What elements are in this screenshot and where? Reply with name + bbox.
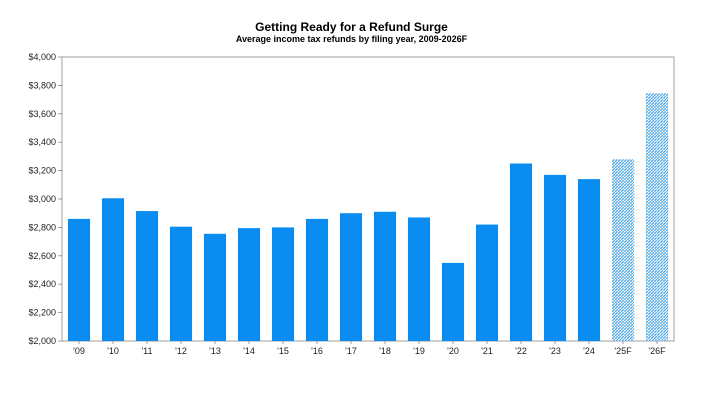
- bar: [203, 233, 227, 341]
- y-tick-label: $3,800: [28, 80, 56, 90]
- x-tick-label: '18: [379, 346, 391, 356]
- x-tick-label: '24: [583, 346, 595, 356]
- x-tick-label: '10: [107, 346, 119, 356]
- bar: [237, 228, 261, 341]
- x-tick-label: '09: [73, 346, 85, 356]
- x-tick-label: '12: [175, 346, 187, 356]
- x-tick-label: '14: [243, 346, 255, 356]
- bar: [305, 218, 329, 341]
- y-tick-label: $3,000: [28, 194, 56, 204]
- bar: [339, 213, 363, 341]
- x-tick-label: '17: [345, 346, 357, 356]
- y-tick-label: $3,600: [28, 109, 56, 119]
- x-tick-label: '20: [447, 346, 459, 356]
- y-tick-label: $2,200: [28, 308, 56, 318]
- bar: [577, 179, 601, 341]
- bar: [271, 227, 295, 341]
- x-tick-label: '15: [277, 346, 289, 356]
- y-tick-label: $3,400: [28, 137, 56, 147]
- x-tick-label: '25F: [614, 346, 632, 356]
- y-tick-label: $3,200: [28, 166, 56, 176]
- bar: [135, 211, 159, 341]
- y-tick-label: $4,000: [28, 52, 56, 62]
- bar: [67, 218, 91, 341]
- x-tick-label: '21: [481, 346, 493, 356]
- y-tick-label: $2,600: [28, 251, 56, 261]
- bar: [509, 163, 533, 341]
- x-tick-label: '16: [311, 346, 323, 356]
- chart-subtitle: Average income tax refunds by filing yea…: [235, 34, 468, 44]
- y-tick-label: $2,400: [28, 279, 56, 289]
- y-tick-label: $2,800: [28, 222, 56, 232]
- bar: [407, 217, 431, 341]
- bar: [101, 198, 125, 341]
- bar: [611, 159, 635, 341]
- bar: [543, 174, 567, 341]
- x-tick-label: '22: [515, 346, 527, 356]
- y-tick-label: $2,000: [28, 336, 56, 346]
- x-tick-label: '11: [141, 346, 152, 356]
- bar: [645, 93, 669, 342]
- bar: [169, 226, 193, 341]
- bar: [475, 224, 499, 341]
- x-tick-label: '19: [413, 346, 425, 356]
- x-tick-label: '13: [209, 346, 221, 356]
- bar: [373, 211, 397, 341]
- x-tick-label: '23: [549, 346, 561, 356]
- chart-title: Getting Ready for a Refund Surge: [255, 20, 448, 34]
- bar: [441, 262, 465, 341]
- x-tick-label: '26F: [648, 346, 666, 356]
